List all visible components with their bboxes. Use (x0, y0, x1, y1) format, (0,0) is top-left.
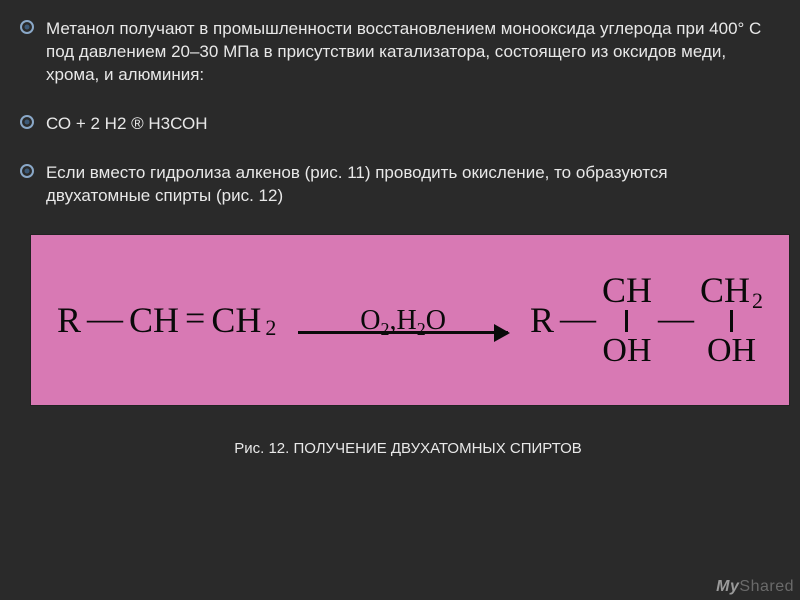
subscript: 2 (265, 315, 276, 341)
arrow-line-icon (298, 331, 508, 334)
bullet-icon (20, 164, 34, 178)
formula-lhs: R — CH = CH2 (57, 299, 276, 341)
ch2-oh-group: CH2 OH (700, 272, 763, 368)
bullet-text: Метанол получают в промышленности восста… (46, 19, 761, 84)
symbol-R: R (57, 299, 81, 341)
bond-vertical-icon (625, 310, 628, 332)
bullet-item: Если вместо гидролиза алкенов (рис. 11) … (46, 162, 770, 208)
bond-vertical-icon (730, 310, 733, 332)
watermark-right: Shared (739, 578, 794, 595)
reaction-formula: R — CH = CH2 O2 , H2O R — CH (31, 272, 789, 368)
reaction-arrow: O2 , H2O (290, 305, 516, 334)
bond-dash: — (558, 300, 598, 336)
reaction-figure: R — CH = CH2 O2 , H2O R — CH (30, 234, 790, 406)
watermark: MyShared (716, 578, 794, 596)
symbol-CH: CH (129, 299, 179, 341)
ch-oh-group: CH OH (602, 272, 652, 368)
figure-caption: Рис. 12. ПОЛУЧЕНИЕ ДВУХАТОМНЫХ СПИРТОВ (46, 440, 770, 457)
bullet-item: Метанол получают в промышленности восста… (46, 18, 770, 87)
bullet-icon (20, 115, 34, 129)
watermark-left: My (716, 578, 739, 595)
symbol-R: R (530, 302, 554, 338)
formula-rhs: R — CH OH — CH2 OH (530, 272, 763, 368)
bullet-item: СО + 2 Н2 ® Н3СОН (46, 113, 770, 136)
bond-dash: — (656, 300, 696, 336)
bond-dash: — (85, 297, 125, 339)
symbol-CH: CH (211, 299, 261, 341)
bond-double: = (183, 297, 207, 339)
bullet-text: Если вместо гидролиза алкенов (рис. 11) … (46, 163, 668, 205)
bullet-text: СО + 2 Н2 ® Н3СОН (46, 114, 208, 133)
bullet-icon (20, 20, 34, 34)
slide-content: Метанол получают в промышленности восста… (0, 0, 800, 457)
